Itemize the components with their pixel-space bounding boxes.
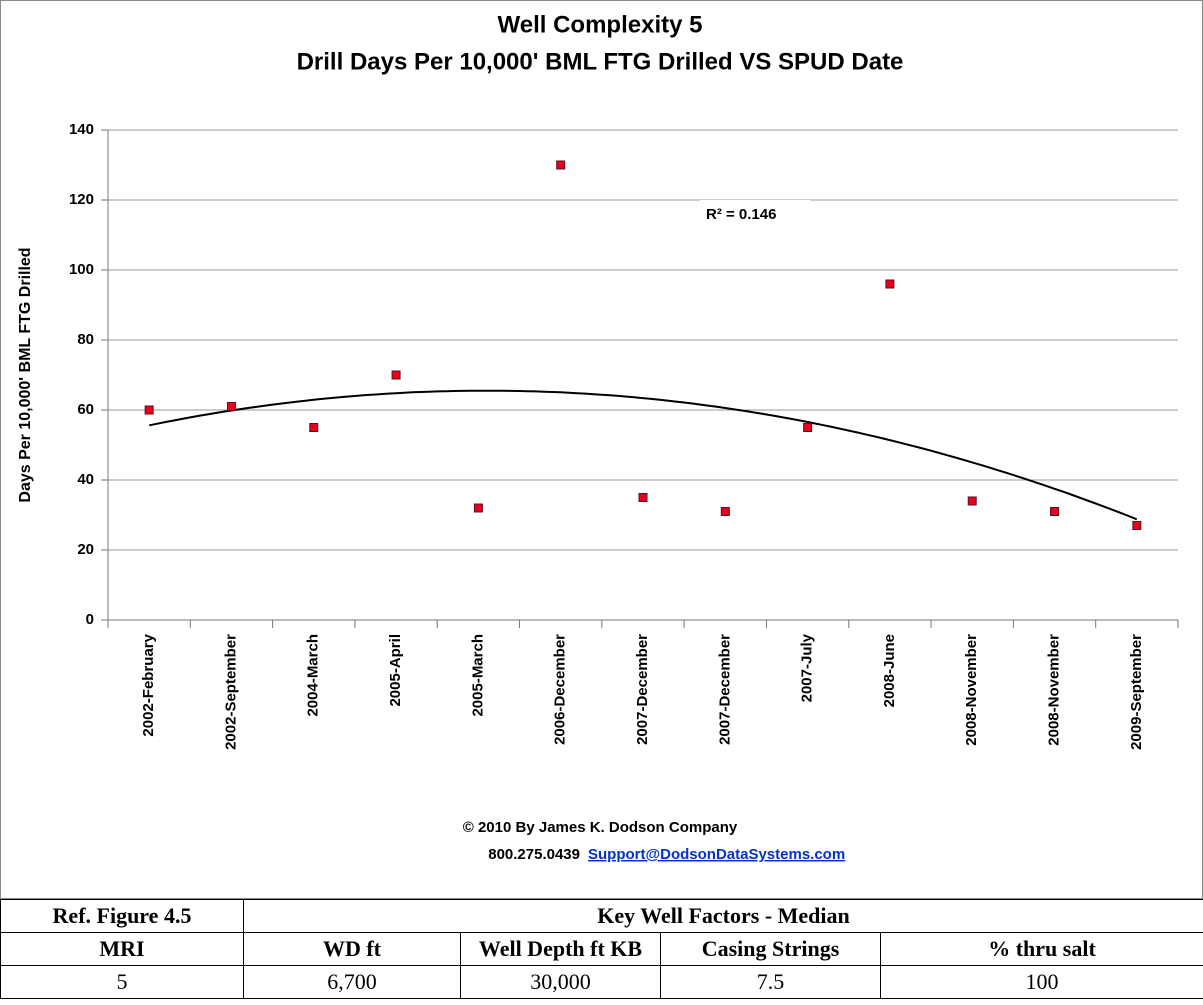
marker — [1132, 521, 1142, 530]
r2-label: R² = 0.146 — [706, 206, 776, 223]
marker — [309, 423, 319, 432]
marker — [720, 507, 730, 516]
x-tick-label: 2002-February — [140, 633, 157, 736]
cell: Key Well Factors - Median — [243, 899, 1203, 933]
y-tick-label: 60 — [77, 401, 94, 418]
y-tick-label: 80 — [77, 331, 94, 348]
x-tick-label: 2005-March — [469, 634, 486, 717]
support-link[interactable]: Support@DodsonDataSystems.com — [588, 846, 845, 863]
chart-frame — [0, 0, 1203, 899]
marker — [556, 160, 566, 170]
cell: 7.5 — [660, 965, 881, 999]
y-axis-label: Days Per 10,000' BML FTG Drilled — [17, 247, 34, 502]
cell: 100 — [880, 965, 1203, 999]
x-tick-label: 2008-November — [1046, 634, 1063, 746]
x-tick-label: 2005-April — [387, 634, 404, 707]
y-tick-label: 0 — [86, 611, 94, 628]
trendline — [149, 389, 1138, 521]
chart-subtitle: Drill Days Per 10,000' BML FTG Drilled V… — [297, 48, 904, 75]
x-tick-label: 2006-December — [552, 634, 569, 745]
x-tick-label: 2009-September — [1128, 634, 1145, 750]
chart-title: Well Complexity 5 — [498, 11, 703, 38]
marker — [226, 402, 236, 411]
x-tick-label: 2007-December — [634, 634, 651, 745]
y-tick-label: 140 — [69, 121, 94, 138]
cell: Ref. Figure 4.5 — [0, 899, 244, 933]
y-tick-label: 40 — [77, 471, 94, 488]
key-well-factors: Ref. Figure 4.5 Key Well Factors - Median… — [0, 899, 1203, 999]
cell: MRI — [0, 932, 244, 966]
cell: 30,000 — [460, 965, 661, 999]
marker — [638, 493, 648, 502]
x-tick-label: 2007-December — [716, 634, 733, 745]
x-tick-label: 2002-September — [222, 634, 239, 750]
marker — [1050, 507, 1060, 516]
marker — [473, 503, 483, 513]
cell: % thru salt — [880, 932, 1203, 966]
cell: 6,700 — [243, 965, 461, 999]
marker — [885, 279, 895, 289]
y-tick-label: 120 — [69, 191, 94, 208]
x-tick-label: 2008-June — [881, 634, 898, 707]
cell: Casing Strings — [660, 932, 881, 966]
marker — [391, 370, 401, 380]
y-tick-label: 20 — [77, 541, 94, 558]
marker — [967, 496, 977, 506]
phone: 800.275.0439 — [488, 846, 580, 863]
marker — [144, 405, 154, 415]
cell: WD ft — [243, 932, 461, 966]
x-tick-label: 2007-July — [799, 633, 816, 702]
chart: Well Complexity 5 Drill Days Per 10,000'… — [0, 0, 1203, 899]
y-tick-label: 100 — [69, 261, 94, 278]
cell: 5 — [0, 965, 244, 999]
marker — [803, 423, 813, 432]
copyright: © 2010 By James K. Dodson Company — [463, 819, 738, 836]
cell: Well Depth ft KB — [460, 932, 661, 966]
x-tick-label: 2004-March — [305, 634, 322, 717]
x-tick-label: 2008-November — [963, 634, 980, 746]
r2-label-bg — [700, 200, 810, 228]
